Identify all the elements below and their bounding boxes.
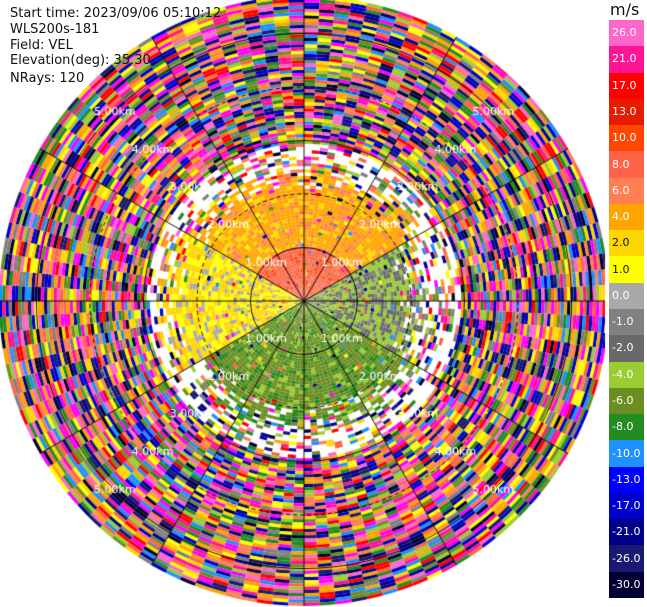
colorbar-tick-label: 17.0 [612, 78, 637, 92]
colorbar-tick-label: -30.0 [612, 577, 641, 591]
colorbar-cell [609, 335, 644, 363]
instrument-label: WLS200s-181 [10, 22, 100, 37]
colorbar-cell [609, 203, 644, 231]
colorbar-title: m/s [610, 0, 640, 19]
colorbar-cell [609, 440, 644, 468]
colorbar-tick-label: -2.0 [612, 341, 634, 355]
colorbar-tick-label: 8.0 [612, 157, 630, 171]
colorbar-cell [609, 571, 644, 599]
colorbar-cell [609, 230, 644, 257]
colorbar-cell [609, 519, 644, 546]
colorbar-cell [609, 20, 644, 47]
colorbar-tick-label: 4.0 [612, 210, 630, 224]
colorbar-cell [609, 98, 644, 126]
colorbar-tick-label: -17.0 [612, 499, 641, 513]
colorbar-cell [609, 177, 644, 205]
colorbar-tick-label: -8.0 [612, 420, 634, 434]
colorbar-cell [609, 466, 644, 494]
colorbar-tick-label: 1.0 [612, 262, 630, 276]
colorbar-tick-label: 26.0 [612, 26, 637, 40]
colorbar-cell [609, 361, 644, 389]
colorbar-tick-label: 10.0 [612, 131, 637, 145]
nrays-label: NRays: 120 [10, 71, 85, 86]
colorbar-cell [609, 387, 644, 415]
colorbar-tick-label: -4.0 [612, 367, 634, 381]
colorbar-tick-label: 6.0 [612, 183, 630, 197]
colorbar-cell [609, 414, 644, 441]
colorbar-tick-label: -13.0 [612, 472, 641, 486]
colorbar-cell [609, 492, 644, 520]
elevation-label: Elevation(deg): 35.30 [10, 53, 151, 68]
colorbar-tick-label: -10.0 [612, 446, 641, 460]
colorbar-tick-label: -21.0 [612, 525, 641, 539]
colorbar-cell [609, 282, 644, 310]
colorbar-cell [609, 72, 644, 100]
colorbar-cell [609, 256, 644, 284]
colorbar-tick-label: -26.0 [612, 551, 641, 565]
colorbar-tick-label: 13.0 [612, 104, 637, 118]
colorbar-tick-label: 0.0 [612, 288, 630, 302]
colorbar-cell [609, 46, 644, 74]
colorbar-tick-label: 2.0 [612, 236, 630, 250]
start-time-label: Start time: 2023/09/06 05:10:12 [10, 6, 222, 21]
colorbar-tick-label: 21.0 [612, 52, 637, 66]
colorbar-cell [609, 309, 644, 336]
colorbar-cell [609, 125, 644, 152]
colorbar-tick-label: -1.0 [612, 315, 634, 329]
colorbar-cell [609, 545, 644, 573]
colorbar-tick-label: -6.0 [612, 393, 634, 407]
colorbar-cell [609, 151, 644, 179]
field-label: Field: VEL [10, 38, 73, 53]
